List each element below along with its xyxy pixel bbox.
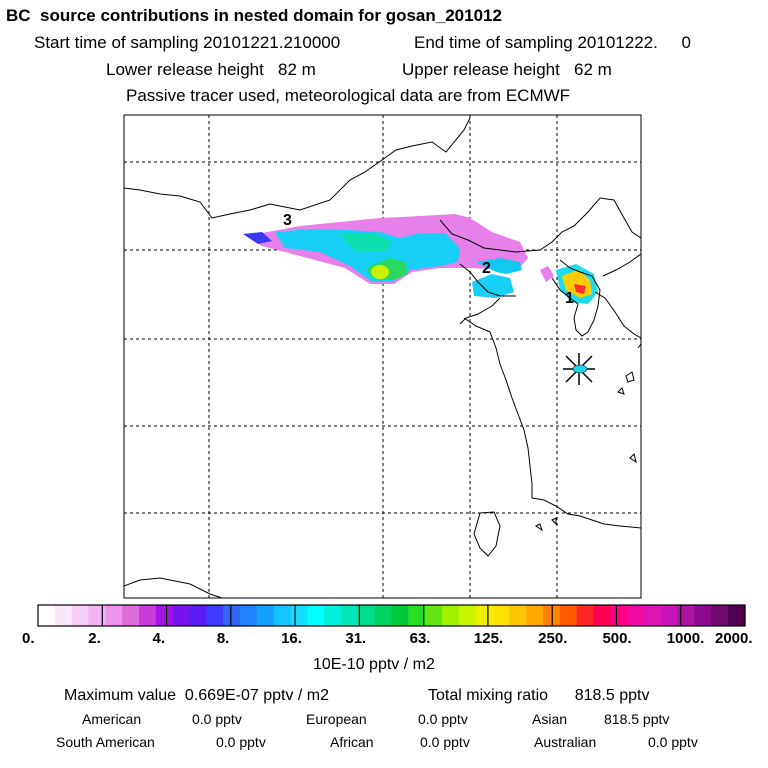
colorbar-swatch — [374, 605, 393, 626]
colorbar — [37, 604, 746, 627]
colorbar-swatch — [88, 605, 106, 626]
region-south-american-name: South American — [56, 734, 155, 750]
plume-green-patch-1 — [340, 233, 392, 252]
colorbar-tick-label: 250. — [538, 630, 567, 647]
colorbar-swatch — [256, 605, 275, 626]
colorbar-swatch — [660, 605, 679, 626]
colorbar-tick-label: 4. — [153, 630, 166, 647]
colorbar-swatch — [38, 605, 56, 626]
marker-label-1: 1 — [565, 290, 574, 307]
colorbar-swatch — [526, 605, 544, 626]
tracer-info-label: Passive tracer used, meteorological data… — [126, 86, 571, 105]
maximum-value-label: Maximum value 0.669E-07 pptv / m2 — [64, 687, 330, 704]
plume-west-tail — [243, 232, 272, 244]
plume-core-2b — [472, 274, 514, 298]
colorbar-tick-label: 63. — [410, 630, 431, 647]
colorbar-tick-label: 2. — [88, 630, 101, 647]
colorbar-swatch — [307, 605, 325, 626]
colorbar-swatch — [240, 605, 258, 626]
region-european-name: European — [306, 711, 367, 727]
region-australian-name: Australian — [534, 734, 597, 750]
region-european-value: 0.0 pptv — [418, 711, 468, 727]
region-australian-value: 0.0 pptv — [648, 734, 698, 750]
colorbar-swatch — [576, 605, 595, 626]
colorbar-swatch — [644, 605, 662, 626]
colorbar-swatch — [105, 605, 123, 626]
colorbar-swatch — [391, 605, 409, 626]
receptor-star-icon — [563, 353, 595, 385]
plume-korea-red — [574, 284, 586, 294]
region-american-value: 0.0 pptv — [192, 711, 242, 727]
colorbar-swatch — [139, 605, 157, 626]
colorbar-swatch — [341, 605, 359, 626]
colorbar-swatch — [273, 605, 292, 626]
colorbar-tick-label: 8. — [217, 630, 230, 647]
coastlines — [123, 117, 642, 599]
total-mixing-ratio-label: Total mixing ratio 818.5 pptv — [428, 687, 650, 704]
colorbar-swatch — [206, 605, 224, 626]
colorbar-tick-label: 31. — [345, 630, 366, 647]
colorbar-tick-label: 1000. — [667, 630, 705, 647]
colorbar-tick-label: 2000. — [715, 630, 753, 647]
colorbar-tick-label: 0. — [22, 630, 35, 647]
colorbar-tick-label: 16. — [281, 630, 302, 647]
colorbar-swatch — [324, 605, 342, 626]
colorbar-swatch — [442, 605, 460, 626]
colorbar-swatch — [711, 605, 729, 626]
plume-core-2a — [476, 258, 522, 274]
region-american-name: American — [82, 711, 142, 727]
colorbar-swatch — [593, 605, 611, 626]
colorbar-swatch — [728, 605, 746, 626]
colorbar-swatch — [408, 605, 426, 626]
colorbar-swatch — [559, 605, 578, 626]
region-asian-value: 818.5 pptv — [604, 711, 670, 727]
end-time-label: End time of sampling 20101222. 0 — [414, 33, 691, 52]
colorbar-swatch — [54, 605, 73, 626]
colorbar-swatch — [71, 605, 90, 626]
colorbar-swatch — [509, 605, 527, 626]
colorbar-swatch — [425, 605, 443, 626]
plume-korea-edge — [540, 266, 554, 282]
colorbar-swatch — [694, 605, 712, 626]
upper-release-label: Upper release height 62 m — [402, 60, 612, 79]
colorbar-tick-label: 125. — [474, 630, 503, 647]
colorbar-swatch — [610, 605, 628, 626]
region-african-name: African — [330, 734, 374, 750]
plume-layer — [243, 214, 598, 304]
plume-core-3 — [275, 229, 460, 282]
colorbar-unit-label: 10E-10 pptv / m2 — [313, 656, 435, 673]
colorbar-swatch — [122, 605, 140, 626]
colorbar-ticks: 0. 2. 4. 8. 16. 31. 63. 125. 250. 500. 1000. 2000. — [22, 605, 753, 647]
colorbar-tick-label: 500. — [602, 630, 631, 647]
marker-label-3: 3 — [283, 212, 292, 229]
colorbar-swatch — [677, 605, 696, 626]
colorbar-swatch — [189, 605, 207, 626]
colorbar-swatch — [155, 605, 174, 626]
page-title: BC source contributions in nested domain… — [6, 6, 502, 25]
colorbar-border — [37, 604, 746, 627]
marker-label-2: 2 — [482, 260, 491, 277]
region-south-american-value: 0.0 pptv — [216, 734, 266, 750]
region-asian-name: Asian — [532, 711, 568, 727]
colorbar-swatch — [290, 605, 308, 626]
start-time-label: Start time of sampling 20101221.210000 — [34, 33, 341, 52]
colorbar-swatch — [627, 605, 645, 626]
region-african-value: 0.0 pptv — [420, 734, 470, 750]
lower-release-label: Lower release height 82 m — [106, 60, 316, 79]
plume-yellow-spot — [371, 265, 389, 279]
colorbar-swatch — [357, 605, 376, 626]
colorbar-swatch — [172, 605, 191, 626]
colorbar-swatch — [492, 605, 510, 626]
colorbar-swatch — [475, 605, 494, 626]
colorbar-swatch — [458, 605, 477, 626]
colorbar-swatch — [223, 605, 241, 626]
